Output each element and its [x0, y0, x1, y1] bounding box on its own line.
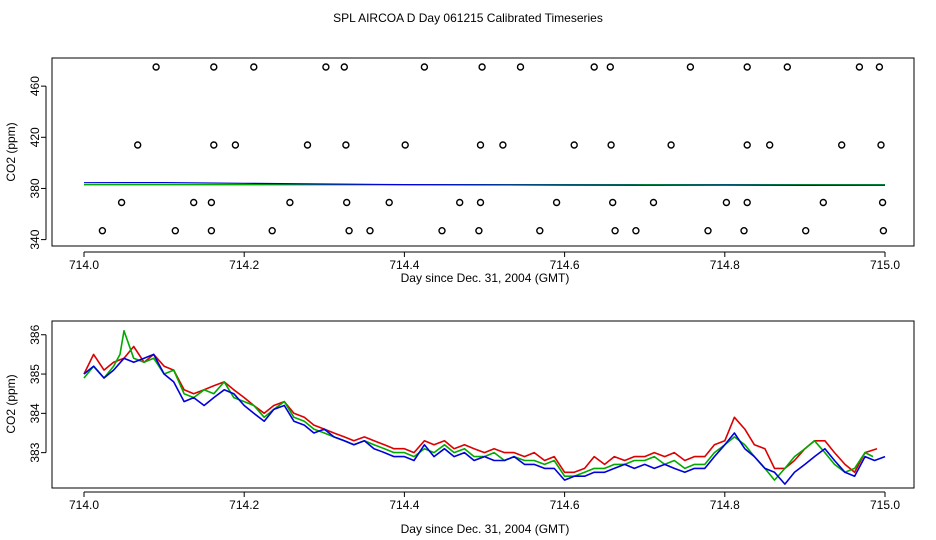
data-point	[570, 141, 578, 149]
data-point	[704, 226, 712, 235]
y-tick-label: 384	[28, 403, 42, 423]
y-tick-label: 385	[28, 364, 42, 384]
data-point	[740, 226, 748, 235]
series-line-blue	[83, 353, 886, 485]
data-point	[385, 198, 393, 207]
data-point	[456, 198, 464, 207]
data-point	[438, 226, 446, 235]
data-point	[117, 198, 126, 207]
series-line-red	[83, 345, 878, 474]
data-point	[743, 63, 751, 71]
x-tick-label: 714.2	[229, 498, 259, 512]
y-tick-label: 340	[28, 229, 42, 249]
data-point	[210, 141, 218, 149]
data-point	[606, 63, 614, 71]
data-point	[516, 63, 525, 71]
panel-top-frame	[51, 57, 915, 247]
data-point	[478, 63, 486, 71]
data-point	[499, 141, 507, 149]
x-tick-label: 714.2	[229, 258, 259, 272]
series-line-blue	[83, 182, 886, 186]
data-point	[476, 198, 485, 207]
data-point	[686, 63, 695, 71]
panel-top-plot: 714.0 714.2 714.4 714.6 714.8 715.0 340 380 420 4…	[28, 63, 900, 272]
data-point	[152, 63, 160, 71]
y-tick-label: 420	[28, 127, 42, 147]
y-tick-label: 383	[28, 442, 42, 462]
x-tick-label: 714.4	[389, 498, 419, 512]
data-point	[189, 198, 198, 207]
data-point	[819, 198, 827, 207]
x-tick-label: 714.4	[389, 258, 419, 272]
panel-bottom: 714.0 714.2 714.4 714.6 714.8 715.0 383 384 385 3…	[4, 320, 915, 536]
data-point	[766, 141, 774, 149]
data-point	[475, 226, 483, 235]
data-point	[667, 141, 675, 149]
data-point	[286, 198, 294, 207]
x-tick-label: 714.8	[710, 258, 740, 272]
data-point	[210, 63, 218, 71]
panel-bottom-frame	[51, 320, 915, 489]
data-point	[878, 198, 887, 207]
data-point	[552, 198, 561, 207]
data-point	[366, 226, 374, 235]
data-point	[98, 226, 107, 235]
y-tick-label: 380	[28, 178, 42, 198]
data-point	[783, 63, 791, 71]
panel-top-ylabel: CO2 (ppm)	[4, 122, 18, 181]
data-point	[420, 63, 429, 71]
y-tick-label: 460	[28, 76, 42, 96]
data-point	[875, 63, 884, 71]
data-point	[722, 198, 731, 207]
panel-bottom-plot: 714.0 714.2 714.4 714.6 714.8 715.0 383 384 385 3…	[28, 324, 900, 512]
panel-bottom-xlabel: Day since Dec. 31, 2004 (GMT)	[401, 522, 570, 536]
data-point	[342, 141, 350, 149]
x-tick-label: 715.0	[870, 258, 900, 272]
data-point	[133, 141, 142, 149]
data-point	[743, 198, 751, 207]
data-point	[879, 226, 888, 235]
x-tick-label: 714.8	[710, 498, 740, 512]
data-point	[649, 198, 658, 207]
data-point	[401, 141, 409, 149]
data-point	[590, 63, 598, 71]
data-point	[171, 226, 180, 235]
data-point	[343, 198, 351, 207]
data-point	[231, 141, 240, 149]
data-point	[207, 226, 216, 235]
x-tick-label: 714.6	[550, 258, 580, 272]
x-tick-label: 714.0	[69, 498, 99, 512]
panel-top: 714.0 714.2 714.4 714.6 714.8 715.0 340 380 420 4…	[4, 57, 915, 285]
panel-bottom-ylabel: CO2 (ppm)	[4, 374, 18, 433]
data-point	[838, 141, 846, 149]
data-point	[303, 141, 312, 149]
data-point	[345, 226, 353, 235]
x-tick-label: 714.6	[550, 498, 580, 512]
x-tick-label: 715.0	[870, 498, 900, 512]
data-point	[476, 141, 485, 149]
data-point	[322, 63, 330, 71]
data-point	[340, 63, 348, 71]
data-point	[250, 63, 258, 71]
x-tick-label: 714.0	[69, 258, 99, 272]
data-point	[802, 226, 810, 235]
data-point	[743, 141, 751, 149]
data-point	[536, 226, 544, 235]
panel-top-xlabel: Day since Dec. 31, 2004 (GMT)	[401, 271, 570, 285]
data-point	[607, 141, 615, 149]
data-point	[207, 198, 216, 207]
data-point	[611, 226, 619, 235]
chart-title: SPL AIRCOA D Day 061215 Calibrated Times…	[333, 11, 603, 25]
data-point	[855, 63, 864, 71]
y-tick-label: 386	[28, 324, 42, 344]
data-point	[877, 141, 885, 149]
data-point	[632, 226, 640, 235]
data-point	[609, 198, 617, 207]
data-point	[268, 226, 276, 235]
